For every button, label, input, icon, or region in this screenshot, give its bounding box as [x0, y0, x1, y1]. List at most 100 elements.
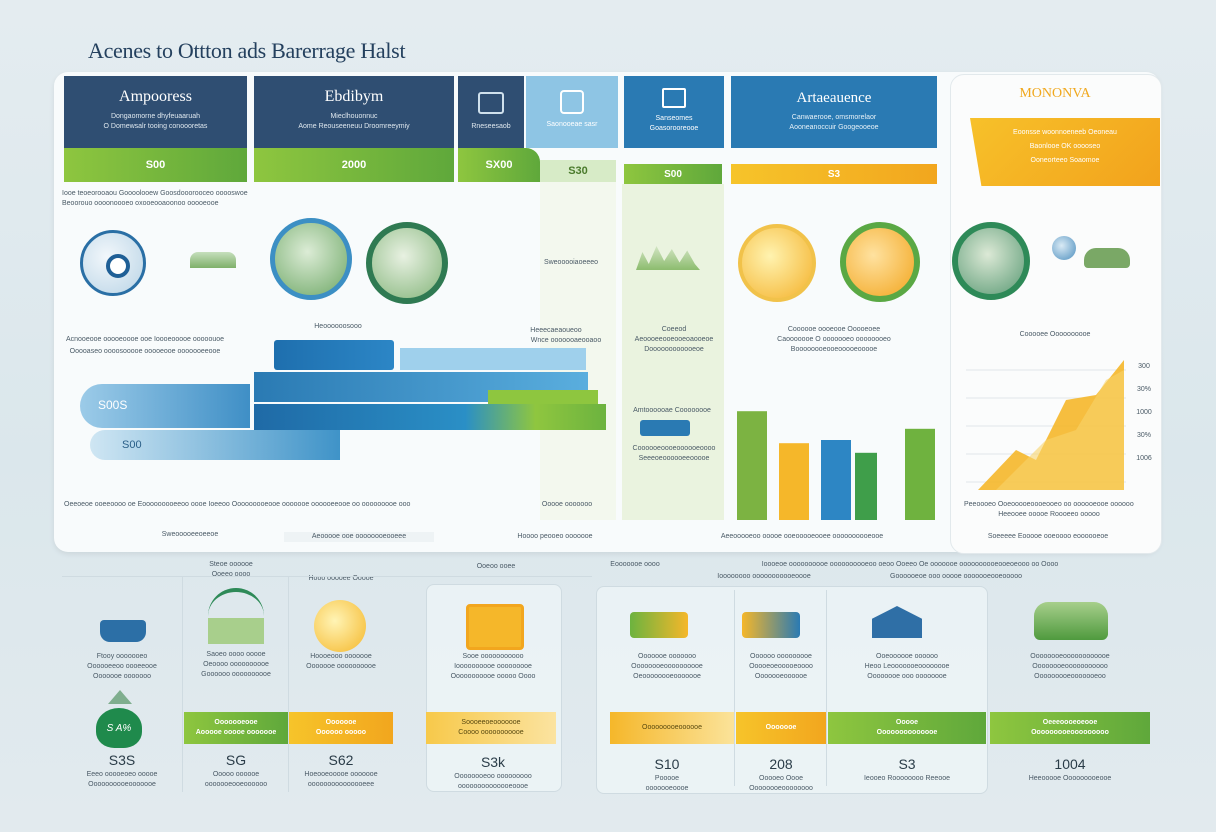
card-5-cap: Ooooooe ooooooo: [638, 653, 696, 660]
hbar-label-2: S00: [122, 439, 142, 451]
trees-icon: [190, 252, 236, 268]
col7-banner: Eoonsse woonnoeneeb Oeoneau Baonlooe OK …: [970, 118, 1160, 186]
badge: S A%: [96, 708, 142, 748]
area-tick-5: 1006: [1136, 455, 1152, 462]
bar-2: [779, 443, 809, 520]
area-tick-2: 30%: [1136, 386, 1151, 393]
card-1-foot2: Oooooooooeooooooe: [88, 781, 156, 788]
bottom-head-right: Eooooooe oooo: [610, 561, 660, 568]
caption-left: Acnooeooe ooooeoooe ooe Ioooeooooe ooooo…: [65, 336, 225, 343]
strip-item-5: Soeeeee Eooooe ooeoooo eoooooeoe: [987, 533, 1109, 540]
col1-sub: Dongaomorne dhyfeuaaruah: [110, 113, 201, 120]
bar-caption-2: Caooooooe O ooooooeo oooooooeo: [777, 336, 891, 343]
col7-sub2: Baonlooe OK ooooseo: [1029, 143, 1101, 150]
landscape-globe-1: [270, 218, 352, 300]
env-sub: Coooooeoooeoooooeoooo: [632, 445, 716, 452]
card-6-foot: Ooooeo Oooe: [759, 775, 803, 782]
landscape-globe-3: [952, 222, 1030, 300]
divider-2: [288, 576, 289, 792]
earth-icon: [1052, 236, 1076, 260]
col4-header: Saonooeae sasr: [526, 76, 618, 148]
card-5-value: S10: [654, 756, 680, 772]
hbar-top-blue: [274, 340, 394, 370]
col6-sub: Canwaerooe, omsmorelaor: [791, 114, 877, 121]
col1-header: Ampooress Dongaomorne dhyfeuaaruah O Dom…: [64, 76, 247, 148]
card-3-bar-label: Ooooooe: [325, 719, 357, 726]
card-1-cap3: Ooooooe ooooooo: [93, 673, 151, 680]
card-2-bar-label-2: Aooooe ooooe ooooooe: [195, 729, 277, 736]
col4-value: S30: [568, 165, 588, 177]
bottom-head-mid: Hooo ooooee Ooooe: [308, 575, 374, 582]
card-8-foot: Heeooooe Ooooooooeooe: [1028, 775, 1112, 782]
bar-4: [855, 452, 877, 520]
card-7-bar-label-2: Oooooooooooooe: [876, 729, 938, 736]
card-1-value: S3S: [108, 752, 136, 768]
card-5-foot: Pooooe: [654, 775, 680, 782]
comms-sub: Aeoooeeooeooeoaooeoe: [634, 336, 714, 343]
card-6-foot2: Oooooooeoooooooo: [749, 785, 813, 792]
target-icon: [106, 254, 130, 278]
arrow-up-icon: [108, 690, 132, 704]
truck-icon-1: [630, 612, 688, 638]
card-3-bar: Ooooooe Oooooo ooooo: [289, 712, 393, 744]
area-tick-1: 300: [1138, 363, 1150, 370]
card-7-bar-label: Ooooe: [895, 719, 919, 726]
card-6-cap: Oooooo ooooooooe: [750, 653, 812, 660]
bus-icon: [466, 604, 524, 650]
col5-value: S00: [624, 164, 722, 184]
card-8-bar: Oeeeoooeoeooe Ooooooooeooooooooo: [990, 712, 1150, 744]
bar-caption: Coooooe oooeooe Ooooeoee: [787, 326, 881, 333]
col5-label2: Goasorooreooe: [649, 125, 699, 132]
notes-line-1: Iooe teoeorooaou Goooolooew Goosdooorooc…: [62, 190, 248, 197]
card-2-foot2: ooooooeooeoooooo: [204, 781, 268, 788]
card-4-bar: Soooeeoeooooooe Coooo ooooooooooe: [426, 712, 556, 744]
bar-caption-3: Boooooooeooeooooeooooe: [790, 346, 878, 353]
col4-value-band: S30: [540, 160, 616, 182]
label-b: Heoooooosooo: [314, 323, 362, 330]
card-2-cap: Saoeo oooo ooooe: [206, 651, 266, 658]
col7-sub: Eoonsse woonnoeneeb Oeoneau: [1013, 129, 1117, 136]
card-5-bar-label: Ooooooooeoooooe: [642, 724, 702, 731]
card-2-value: SG: [225, 752, 247, 768]
bushes-icon: [1084, 248, 1130, 268]
page-title: Acenes to Ottton ads Barerrage Halst: [88, 38, 406, 63]
comms-sub-2: Doooooooooooeoe: [644, 346, 704, 353]
bar-5: [905, 428, 935, 520]
card-7-bar: Ooooe Oooooooooooooe: [828, 712, 986, 744]
sun-icon: [314, 600, 366, 652]
card-4-foot2: oooooooooooooeoooe: [457, 783, 529, 790]
card-8-cap: Oooooooeoooooooooooe: [1030, 653, 1110, 660]
truck-icon-2: [742, 612, 800, 638]
card-1-cap: Ftooy ooooooeo: [96, 653, 148, 660]
col7-sub3: Ooneorteeo Soaomoe: [1030, 157, 1100, 164]
badge-label: S A%: [106, 722, 132, 734]
card-4-value: S3k: [480, 754, 506, 770]
footer-note: Oeeoeoe ooeeoooo oe Eooooooooeeoo oooe I…: [64, 501, 411, 508]
globe-illustration: [72, 228, 152, 308]
bottom-head-right-3: Ioooooooo ooooooooooeoooe: [717, 573, 811, 580]
bar-1: [737, 411, 767, 520]
card-4-bar-label: Soooeeoeooooooe: [461, 719, 521, 726]
arch-icon: [208, 588, 264, 644]
sun-globe-2: [840, 222, 920, 302]
label-a: Sweooooiaoeeeo: [543, 259, 599, 266]
card-4-bar-label-2: Coooo ooooooooooe: [458, 729, 524, 736]
card-5-cap3: Oeoooooooeooooooe: [633, 673, 701, 680]
card-3-value: S62: [328, 752, 354, 768]
col2-sub2: Aome Reouseeneuu Droomreeymiy: [298, 123, 410, 130]
col2-header: Ebdibym Mieclhouonnuc Aome Reouseeneuu D…: [254, 76, 454, 148]
col2-sub: Mieclhouonnuc: [330, 113, 378, 120]
col6-sub2: Aooneanoccuir Googeooeoe: [789, 124, 879, 131]
area-caption: Cooooee Oooooooooe: [1019, 331, 1091, 338]
footer-note-2: Ooooe ooooooo: [541, 501, 593, 508]
col6-header: Artaeauence Canwaerooe, omsmorelaor Aoon…: [731, 76, 937, 148]
hbar-top-lightblue: [400, 348, 586, 370]
bottom-head-right-2: Ioooeoe oooooooooe oooooooooeoo oeoo Ooe…: [761, 561, 1059, 568]
col2-title: Ebdibym: [324, 88, 384, 105]
card-2-bar-label: Ooooooeooe: [214, 719, 258, 726]
card-5-foot2: ooooooeoooe: [645, 785, 689, 792]
hbar-green-1: [488, 390, 598, 404]
strip-item-3: Hoooo peooeo ooooooe: [517, 533, 593, 540]
card-5-bar: Ooooooooeoooooe: [610, 712, 734, 744]
divider-3: [734, 590, 735, 786]
